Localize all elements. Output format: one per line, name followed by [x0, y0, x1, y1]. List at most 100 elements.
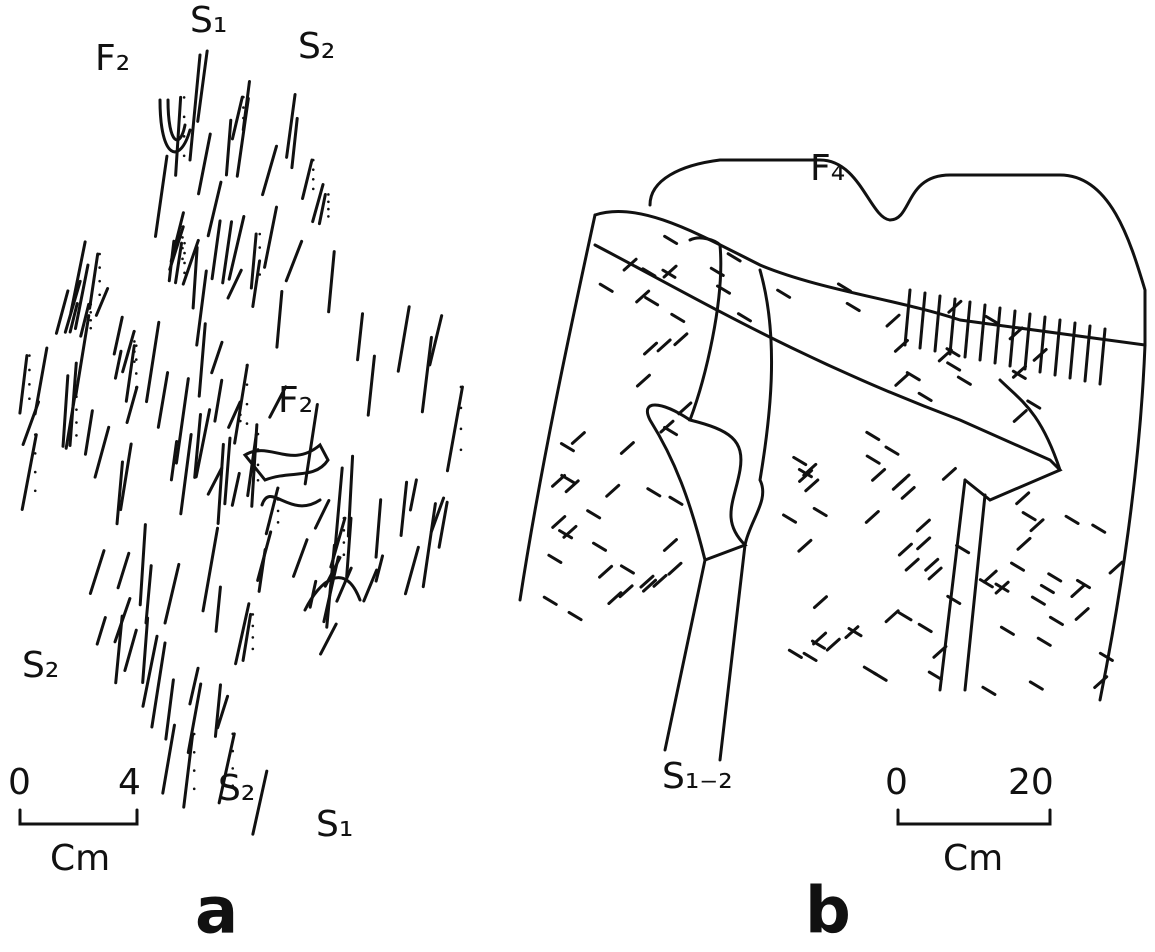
texture-dash — [648, 489, 660, 496]
block-edge — [1100, 345, 1145, 700]
grain-dot — [183, 262, 186, 265]
texture-dash — [621, 443, 633, 454]
texture-dash — [670, 497, 682, 504]
texture-dash — [806, 480, 818, 491]
texture-dash — [827, 639, 839, 650]
grain-dot — [133, 350, 136, 353]
hatch — [905, 290, 910, 345]
cleavage-trace — [140, 525, 145, 605]
cleavage-trace — [158, 373, 167, 428]
grain-dot — [252, 613, 255, 616]
grain-dot — [239, 413, 242, 416]
fold-label: F₂ — [278, 380, 313, 421]
grain-dot — [257, 464, 260, 467]
texture-dash — [814, 597, 826, 608]
grain-dot — [98, 280, 101, 283]
cleavage-trace — [286, 241, 301, 280]
texture-dash — [929, 672, 941, 679]
texture-dash — [943, 469, 955, 480]
texture-dash — [1012, 563, 1024, 570]
cleavage-trace — [114, 317, 122, 354]
texture-dash — [864, 667, 876, 674]
grain-dot — [231, 733, 234, 736]
cleavage-trace — [163, 725, 175, 793]
cleavage-trace — [125, 630, 136, 670]
cleavage-trace — [376, 556, 382, 581]
slab-edge — [1000, 380, 1060, 470]
grain-dot — [183, 242, 186, 245]
cleavage-trace — [292, 118, 297, 167]
grain-dot — [246, 403, 249, 406]
cleavage-trace — [188, 684, 200, 753]
cleavage-trace — [303, 160, 312, 198]
grain-dot — [239, 420, 242, 423]
texture-dash — [1049, 574, 1061, 581]
panel-a: F₂ S₁ S₂ F₂ S₂ S₂ S₁ 0 4 Cm a — [8, 0, 462, 949]
texture-dash — [814, 508, 826, 515]
texture-dash — [1093, 525, 1105, 532]
texture-dash — [637, 291, 649, 302]
texture-dash — [1110, 562, 1122, 573]
panel-caption: a — [195, 875, 238, 949]
grain-dot — [75, 434, 78, 437]
foliation-label: S₂ — [22, 645, 59, 686]
cleavage-trace — [364, 570, 377, 601]
grain-dot — [75, 408, 78, 411]
cleavage-trace — [232, 473, 239, 505]
figure: F₂ S₁ S₂ F₂ S₂ S₂ S₁ 0 4 Cm a F₄ S₁₋₂ 0 … — [0, 0, 1155, 952]
texture-dash — [553, 517, 565, 528]
cleavage-trace — [265, 207, 277, 267]
hatch — [965, 302, 970, 357]
texture-dash — [896, 375, 908, 386]
cleavage-trace — [115, 351, 121, 378]
hatch — [1055, 320, 1060, 375]
block-edge — [520, 215, 595, 600]
grain-dot — [231, 767, 234, 770]
texture-dash — [886, 611, 898, 622]
fold-label: F₂ — [95, 38, 130, 79]
fold-band — [745, 270, 772, 545]
cleavage-trace — [235, 365, 248, 443]
grain-dot — [34, 452, 37, 455]
texture-dash — [600, 284, 612, 291]
texture-dash — [1066, 516, 1078, 523]
scale-unit: Cm — [943, 838, 1003, 879]
grain-dot — [231, 784, 234, 787]
grain-dot — [327, 208, 330, 211]
grain-dot — [75, 396, 78, 399]
grain-dot — [183, 272, 186, 275]
texture-dash — [1030, 682, 1042, 689]
cleavage-trace — [155, 156, 166, 236]
texture-dash — [1072, 586, 1084, 597]
texture-dash — [917, 520, 929, 531]
grain-dot — [277, 498, 280, 501]
cleavage-trace — [337, 568, 351, 601]
hatch — [935, 296, 940, 351]
slab-top — [595, 211, 1145, 345]
foliation-label: S₁ — [316, 804, 353, 845]
texture-dash — [621, 566, 633, 573]
grain-dot — [242, 96, 245, 99]
texture-dash — [637, 375, 649, 386]
texture-dash — [609, 593, 621, 604]
hatch — [1070, 323, 1075, 378]
cleavage-trace — [85, 411, 92, 455]
texture-dash — [799, 540, 811, 551]
grain-dot — [89, 319, 92, 322]
grain-dot — [327, 215, 330, 218]
scale-unit: Cm — [50, 838, 110, 879]
grain-dot — [183, 135, 186, 138]
hatch — [980, 305, 985, 360]
grain-dot — [258, 260, 261, 263]
cleavage-trace — [117, 462, 122, 524]
cleavage-trace — [315, 501, 328, 529]
texture-dash — [665, 427, 677, 434]
grain-dot — [343, 529, 346, 532]
texture-dash — [794, 457, 806, 464]
texture-dash — [789, 650, 801, 657]
texture-dash — [658, 340, 670, 351]
foliation-label: S₂ — [298, 26, 335, 67]
texture-dash — [1032, 597, 1044, 604]
texture-dash — [1041, 585, 1053, 592]
fold-sketch — [245, 445, 328, 506]
